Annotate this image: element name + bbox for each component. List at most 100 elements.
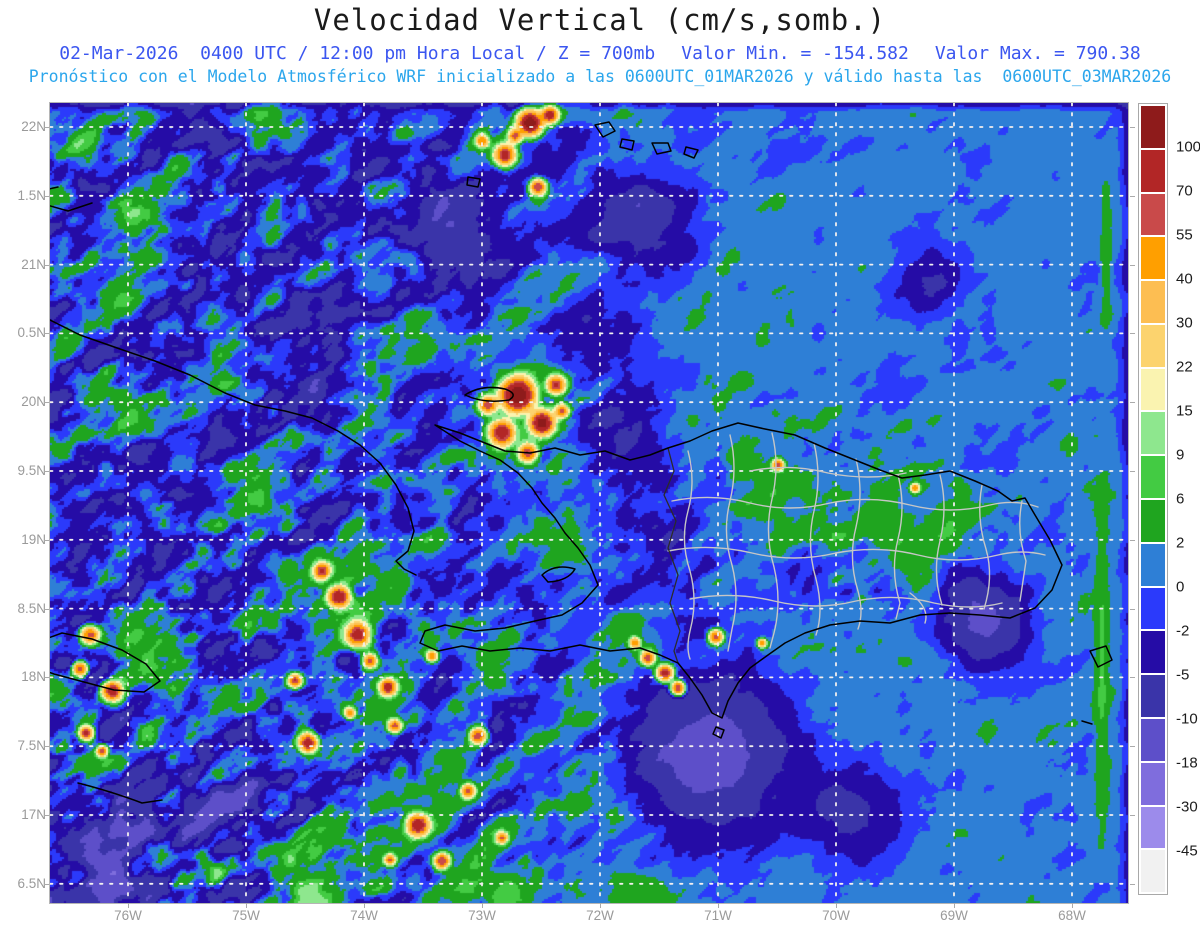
colorbar-segment xyxy=(1141,193,1165,238)
colorbar-segment xyxy=(1141,850,1165,893)
lat-tick-mark xyxy=(1130,264,1135,266)
colorbar-segment xyxy=(1141,106,1165,150)
datetime-level-text: 02-Mar-2026 0400 UTC / 12:00 pm Hora Loc… xyxy=(59,43,656,64)
lat-tick-label: 22N xyxy=(21,119,46,134)
colorbar-segment xyxy=(1141,412,1165,457)
lat-tick-mark xyxy=(44,677,49,679)
lon-tick-mark xyxy=(482,903,483,908)
lon-tick-label: 71W xyxy=(704,908,732,923)
lat-tick-label: 7.5N xyxy=(17,738,46,754)
lat-tick-mark xyxy=(1130,608,1135,610)
colorbar-tick-label: 9 xyxy=(1176,446,1185,464)
lat-tick-label: 17N xyxy=(21,807,46,822)
map-plot-area: Sisπ – ONAMET/REP.DOM. xyxy=(49,102,1129,904)
colorbar-segment xyxy=(1141,456,1165,501)
lat-tick-mark xyxy=(1130,333,1135,335)
colorbar-tick-label: 0 xyxy=(1176,578,1185,596)
colorbar-segment xyxy=(1141,324,1165,369)
lon-tick-label: 70W xyxy=(822,908,850,923)
lat-tick-mark xyxy=(44,539,49,541)
lat-tick-label: 8.5N xyxy=(17,600,46,616)
coastlines xyxy=(50,121,1113,804)
colorbar-segment xyxy=(1141,281,1165,325)
lon-tick-label: 76W xyxy=(114,908,142,923)
colorbar-segment xyxy=(1141,806,1165,851)
colorbar-segment xyxy=(1141,762,1165,807)
colorbar-segment xyxy=(1141,543,1165,588)
colorbar-segment xyxy=(1141,718,1165,763)
forecast-datetime-line: 02-Mar-2026 0400 UTC / 12:00 pm Hora Loc… xyxy=(0,43,1200,64)
lon-tick-mark xyxy=(954,903,955,908)
colorbar-segment xyxy=(1141,149,1165,194)
province-borders xyxy=(667,432,1046,660)
colorbar-tick-label: 40 xyxy=(1176,270,1193,288)
lat-tick-label: 20N xyxy=(21,394,46,410)
lat-tick-label: 21N xyxy=(21,256,46,272)
colorbar-tick-label: 55 xyxy=(1176,226,1193,244)
colorbar-segment xyxy=(1141,500,1165,544)
lat-tick-label: 6.5N xyxy=(17,875,46,891)
lon-tick-label: 75W xyxy=(232,908,260,923)
lon-tick-mark xyxy=(364,903,365,908)
colorbar-tick-label: 70 xyxy=(1176,182,1193,200)
lat-tick-mark xyxy=(1130,471,1135,472)
lon-tick-label: 68W xyxy=(1058,908,1086,923)
lon-tick-mark xyxy=(718,903,719,908)
lat-tick-mark xyxy=(1130,127,1135,128)
colorbar-tick-label: -45 xyxy=(1176,842,1198,860)
colorbar-tick-label: 100 xyxy=(1176,138,1200,156)
colorbar-segment xyxy=(1141,587,1165,632)
valor-max-text: Valor Max. = 790.38 xyxy=(934,43,1141,64)
lat-tick-mark xyxy=(44,883,49,885)
colorbar-segment xyxy=(1141,237,1165,282)
lat-tick-label: 0.5N xyxy=(17,325,46,341)
lon-tick-mark xyxy=(600,903,601,908)
colorbar-tick-label: -2 xyxy=(1176,622,1190,640)
lat-tick-mark xyxy=(44,127,49,128)
lon-tick-mark xyxy=(128,903,129,908)
colorbar-segment xyxy=(1141,675,1165,719)
colorbar-tick-label: 15 xyxy=(1176,402,1193,420)
lon-tick-label: 73W xyxy=(468,908,496,923)
lat-tick-mark xyxy=(44,746,49,748)
colorbar-segment xyxy=(1141,631,1165,676)
lat-tick-mark xyxy=(1130,746,1135,748)
colorbar-tick-label: -10 xyxy=(1176,710,1198,728)
lat-tick-mark xyxy=(44,471,49,472)
colorbar-segment xyxy=(1141,368,1165,413)
lat-tick-mark xyxy=(44,608,49,610)
lat-tick-mark xyxy=(1130,677,1135,679)
colorbar-tick-label: 22 xyxy=(1176,358,1193,376)
lat-tick-label: 1.5N xyxy=(17,187,46,203)
lat-tick-label: 19N xyxy=(21,531,46,547)
lat-tick-mark xyxy=(1130,402,1135,404)
country-border xyxy=(663,447,681,664)
model-info-line: Pronóstico con el Modelo Atmosférico WRF… xyxy=(28,67,1172,86)
lat-tick-mark xyxy=(44,333,49,335)
lat-tick-mark xyxy=(44,195,49,197)
colorbar-tick-label: -30 xyxy=(1176,798,1198,816)
lat-tick-label: 9.5N xyxy=(17,463,46,478)
lat-tick-mark xyxy=(1130,539,1135,541)
page-title: Velocidad Vertical (cm/s,somb.) xyxy=(313,3,887,37)
grid-lines xyxy=(50,103,1128,903)
lat-tick-mark xyxy=(44,815,49,816)
vertical-velocity-field xyxy=(50,103,1128,903)
colorbar-tick-label: 2 xyxy=(1176,534,1185,552)
lon-tick-label: 69W xyxy=(940,908,968,923)
lon-tick-mark xyxy=(836,903,837,908)
lat-tick-mark xyxy=(1130,883,1135,885)
valor-min-text: Valor Min. = -154.582 xyxy=(681,43,909,64)
colorbar-tick-label: 6 xyxy=(1176,490,1185,508)
lat-tick-mark xyxy=(44,264,49,266)
colorbar-tick-label: 30 xyxy=(1176,314,1193,332)
lat-tick-mark xyxy=(1130,195,1135,197)
colorbar-tick-label: -18 xyxy=(1176,754,1198,772)
lon-tick-label: 72W xyxy=(586,908,614,923)
lon-tick-mark xyxy=(246,903,247,908)
lat-tick-mark xyxy=(1130,815,1135,816)
lon-tick-mark xyxy=(1072,903,1073,908)
map-overlay xyxy=(50,103,1128,903)
colorbar xyxy=(1138,103,1168,895)
